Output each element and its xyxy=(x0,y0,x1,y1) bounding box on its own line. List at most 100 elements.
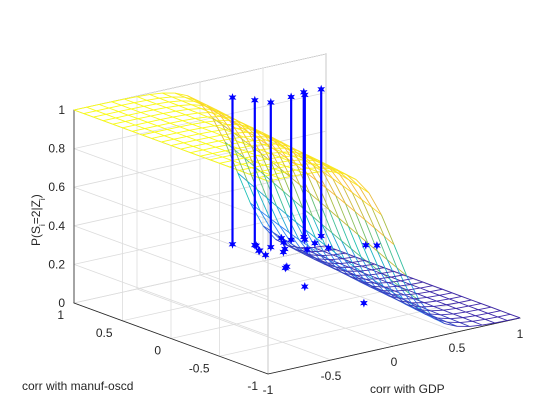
surface-segment xyxy=(430,309,444,312)
surface-segment xyxy=(144,125,158,130)
surface-segment xyxy=(187,95,201,104)
surface-segment xyxy=(108,104,122,109)
surface-segment xyxy=(241,138,255,167)
data-point xyxy=(279,237,288,247)
surface-segment xyxy=(371,267,385,271)
surface-segment xyxy=(354,211,369,244)
surface-segment xyxy=(180,145,194,150)
surface-segment xyxy=(188,108,202,110)
surface-segment xyxy=(141,131,155,136)
surface-segment xyxy=(96,107,109,112)
surface-segment xyxy=(322,171,337,196)
surface-segment xyxy=(315,180,330,210)
surface-segment xyxy=(254,130,269,146)
surface-segment xyxy=(157,122,171,127)
data-point xyxy=(300,282,309,292)
surface-segment xyxy=(320,254,333,257)
surface-segment xyxy=(394,289,408,292)
x-tick-label: -0.5 xyxy=(321,369,342,383)
surface-segment xyxy=(426,294,440,298)
z-tick-label: 0.2 xyxy=(48,257,65,271)
surface-segment xyxy=(333,168,347,175)
data-point xyxy=(311,238,319,248)
surface-segment xyxy=(231,131,246,159)
surface-segment xyxy=(393,244,408,276)
surface-segment xyxy=(234,149,248,182)
data-point-base xyxy=(299,232,308,242)
surface-segment xyxy=(238,167,252,171)
surface-segment xyxy=(228,119,243,140)
surface-segment xyxy=(150,113,164,117)
surface-segment xyxy=(229,163,242,168)
surface-segment xyxy=(163,110,176,114)
surface-segment xyxy=(339,174,353,193)
data-point xyxy=(228,93,237,103)
surface-segment xyxy=(358,186,373,208)
surface-segment xyxy=(205,140,219,145)
surface-segment xyxy=(361,263,375,267)
grid-line xyxy=(73,264,269,336)
surface-segment xyxy=(361,199,376,229)
axis-line xyxy=(267,317,521,375)
surface-segment xyxy=(307,254,321,257)
surface-segment xyxy=(147,119,161,123)
surface-segment xyxy=(436,298,450,302)
grid-line xyxy=(73,130,327,188)
surface-segment xyxy=(282,191,297,223)
surface-segment xyxy=(334,252,348,272)
surface-segment xyxy=(195,116,208,119)
surface-segment xyxy=(478,306,491,311)
surface-segment xyxy=(434,318,448,323)
surface-segment xyxy=(172,114,186,118)
surface-segment xyxy=(251,164,265,169)
surface-segment xyxy=(99,101,112,105)
surface-segment xyxy=(219,160,233,164)
surface-segment xyxy=(408,304,422,308)
surface-segment xyxy=(131,105,144,110)
surface-segment xyxy=(299,184,313,217)
surface-segment xyxy=(196,137,209,141)
surface-segment xyxy=(118,108,132,113)
surface-segment xyxy=(135,121,148,126)
data-point xyxy=(360,298,368,308)
data-point xyxy=(373,241,381,251)
surface-segment xyxy=(156,101,170,105)
surface-segment xyxy=(146,97,160,101)
surface-segment xyxy=(449,295,462,300)
surface-segment xyxy=(332,178,346,204)
grid-line xyxy=(122,264,375,322)
data-point xyxy=(250,95,259,105)
surface-segment xyxy=(200,108,214,111)
y-tick-label: 0.5 xyxy=(96,326,113,340)
y-tick-label: -0.5 xyxy=(189,361,210,375)
surface-segment xyxy=(211,129,225,132)
surface-segment xyxy=(381,270,394,274)
surface-segment xyxy=(223,113,237,121)
surface-segment xyxy=(397,283,411,287)
surface-segment xyxy=(323,249,336,252)
surface-segment xyxy=(439,292,453,296)
grid-line xyxy=(73,148,269,220)
surface-segment xyxy=(368,273,382,276)
surface-segment xyxy=(407,287,421,291)
surface-segment xyxy=(462,315,476,319)
surface-segment xyxy=(128,112,141,116)
surface-segment xyxy=(321,167,334,170)
surface-segment xyxy=(160,116,173,121)
surface-segment xyxy=(367,242,381,273)
data-point xyxy=(299,87,308,97)
surface-segment xyxy=(329,258,343,261)
surface-segment xyxy=(482,322,495,326)
surface-segment xyxy=(212,117,226,143)
surface-segment xyxy=(313,245,327,248)
axes-back-planes xyxy=(72,53,522,375)
surface-segment xyxy=(199,131,212,135)
surface-segment xyxy=(472,318,486,322)
surface-segment xyxy=(206,104,220,115)
surface-mesh xyxy=(73,92,521,327)
surface-segment xyxy=(351,192,366,220)
surface-segment xyxy=(369,286,383,291)
surface-segment xyxy=(389,295,402,300)
surface-segment xyxy=(319,162,334,180)
